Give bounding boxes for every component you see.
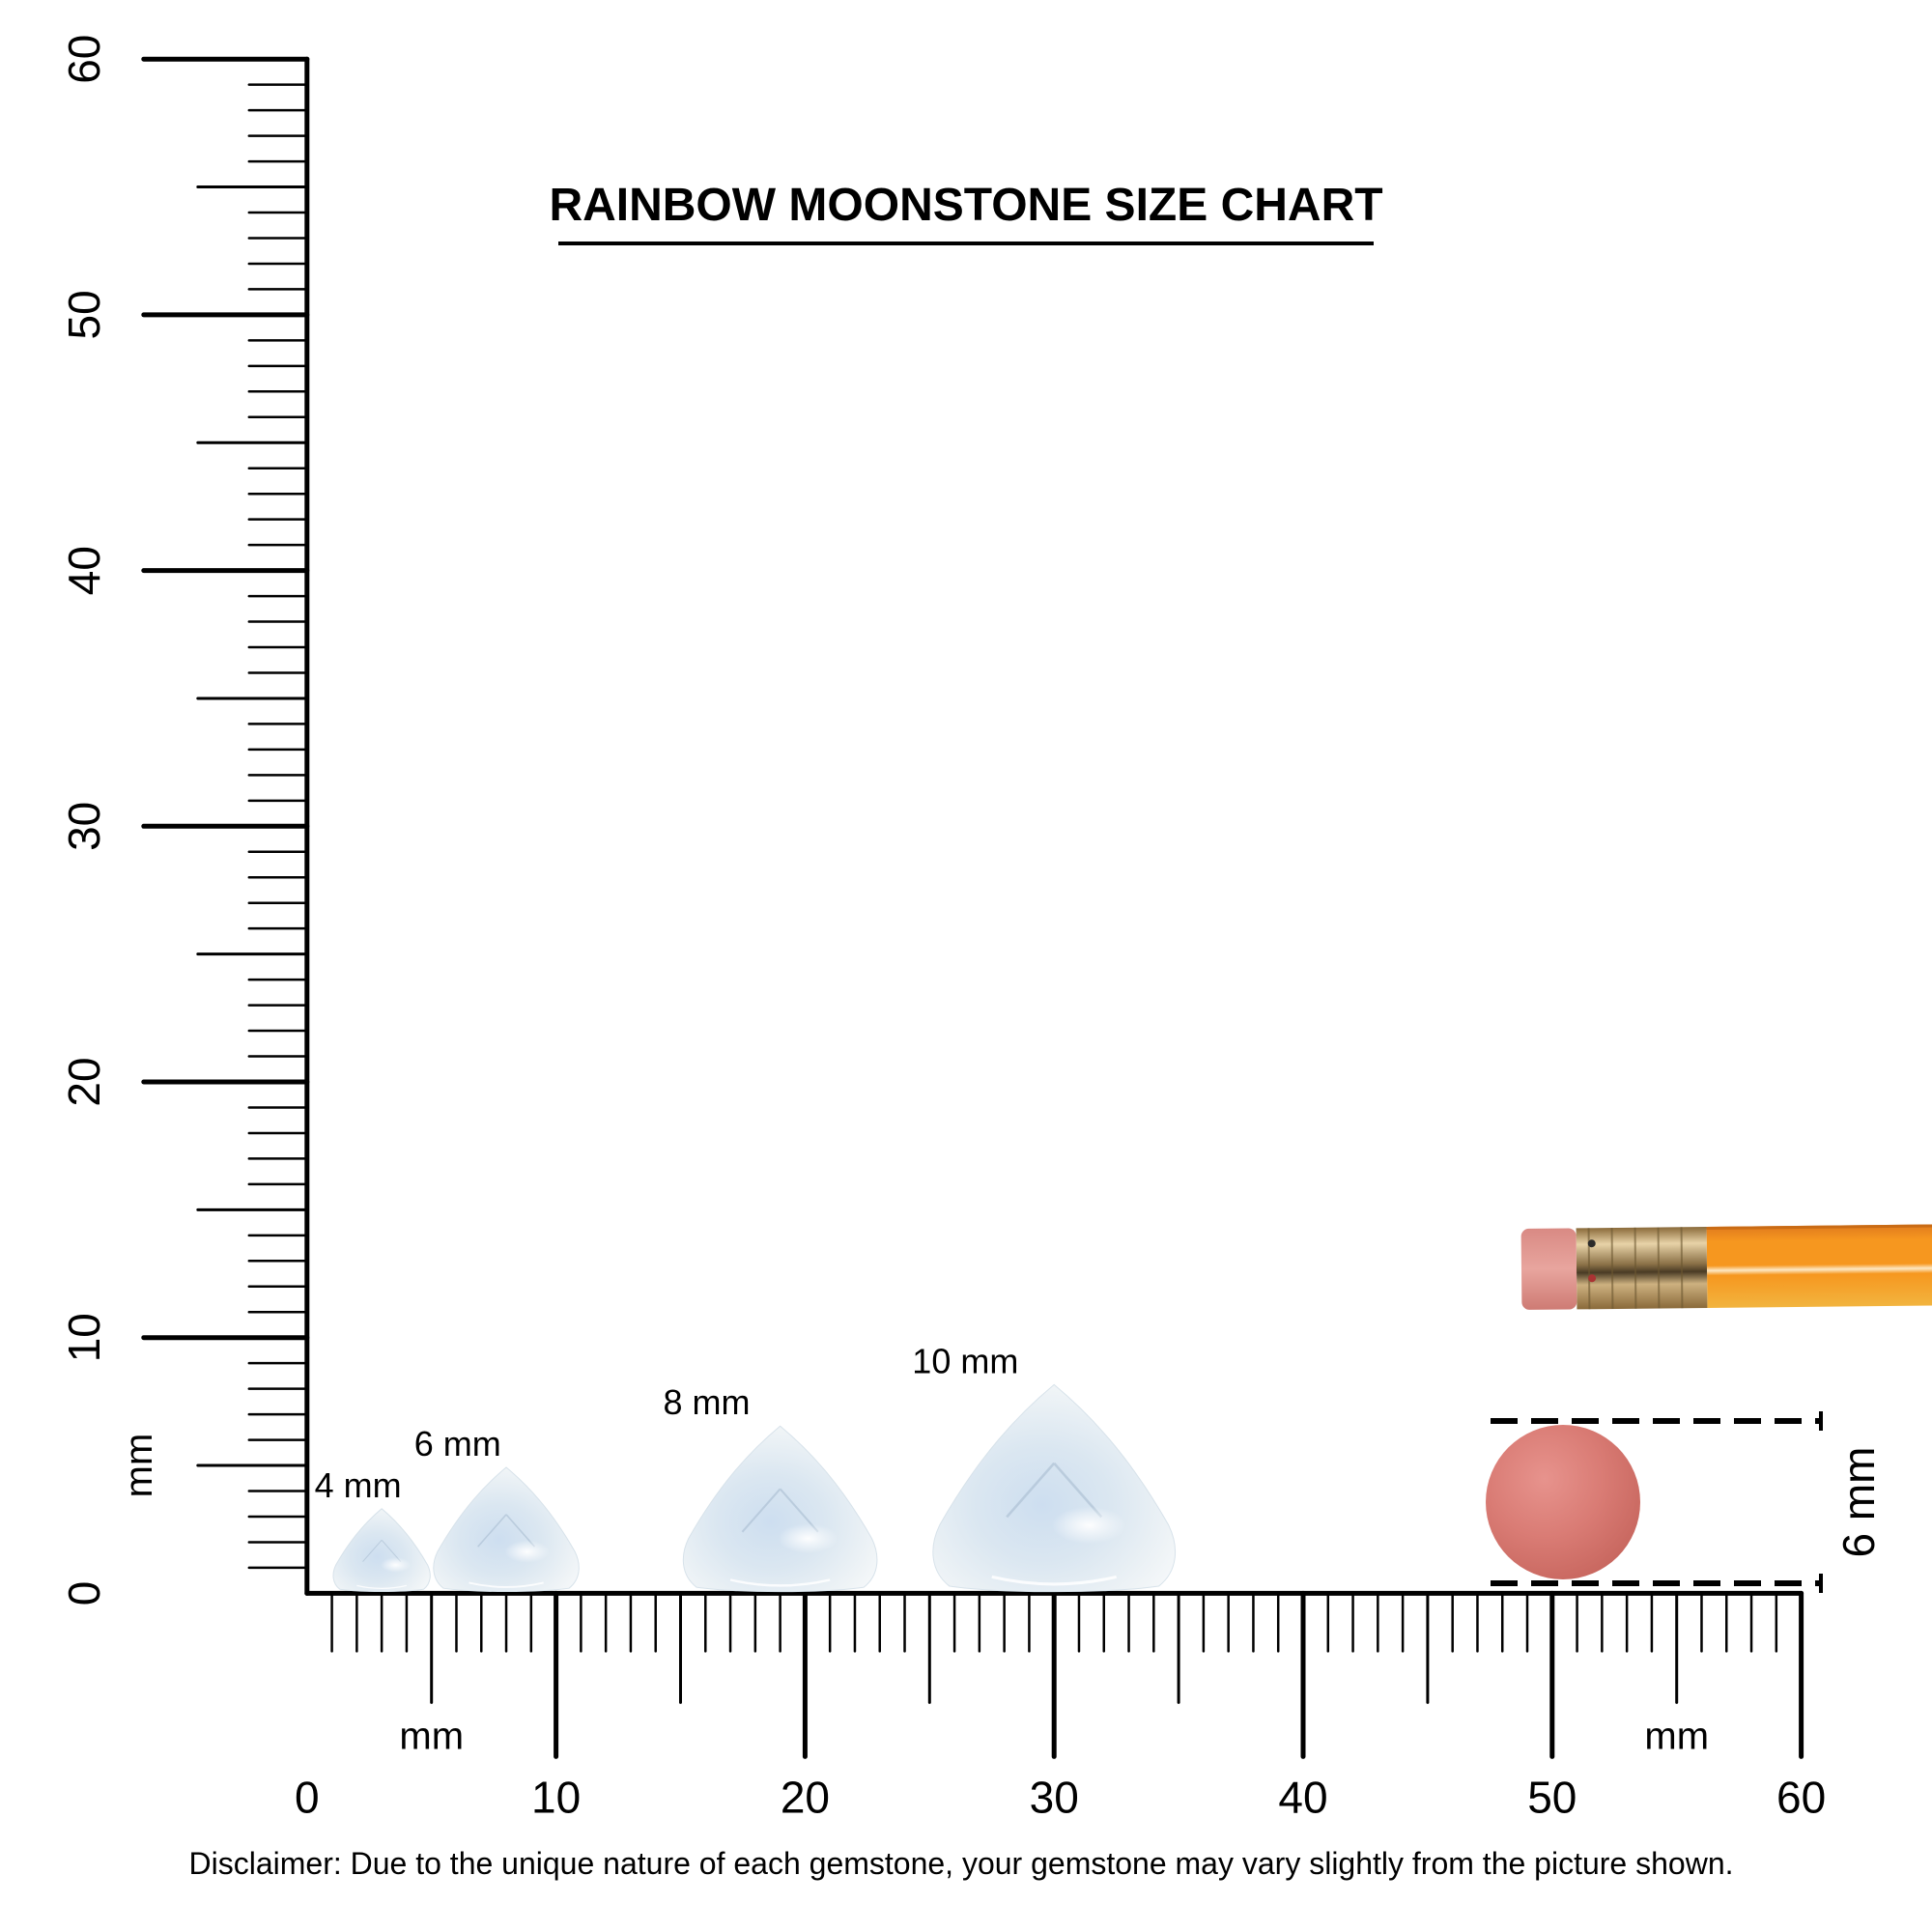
svg-text:0: 0: [59, 1581, 109, 1606]
svg-text:50: 50: [1527, 1772, 1577, 1822]
svg-text:0: 0: [295, 1772, 320, 1822]
svg-text:60: 60: [1776, 1772, 1826, 1822]
svg-text:10 mm: 10 mm: [912, 1341, 1018, 1380]
svg-text:40: 40: [1278, 1772, 1327, 1822]
svg-text:6 mm: 6 mm: [1833, 1447, 1884, 1558]
svg-text:40: 40: [59, 546, 109, 595]
svg-text:8 mm: 8 mm: [664, 1382, 751, 1422]
svg-text:Disclaimer: Due to the unique: Disclaimer: Due to the unique nature of …: [189, 1846, 1734, 1881]
svg-text:10: 10: [59, 1313, 109, 1362]
svg-text:mm: mm: [1644, 1715, 1709, 1757]
svg-text:20: 20: [781, 1772, 830, 1822]
svg-text:10: 10: [531, 1772, 581, 1822]
svg-text:RAINBOW MOONSTONE SIZE CHART: RAINBOW MOONSTONE SIZE CHART: [549, 180, 1382, 231]
svg-text:60: 60: [59, 35, 109, 84]
svg-text:6 mm: 6 mm: [414, 1424, 501, 1463]
svg-text:mm: mm: [118, 1434, 160, 1498]
svg-text:50: 50: [59, 290, 109, 339]
svg-text:30: 30: [59, 802, 109, 851]
svg-text:30: 30: [1030, 1772, 1079, 1822]
svg-text:4 mm: 4 mm: [315, 1465, 402, 1505]
svg-text:mm: mm: [399, 1715, 464, 1757]
svg-text:20: 20: [59, 1057, 109, 1106]
